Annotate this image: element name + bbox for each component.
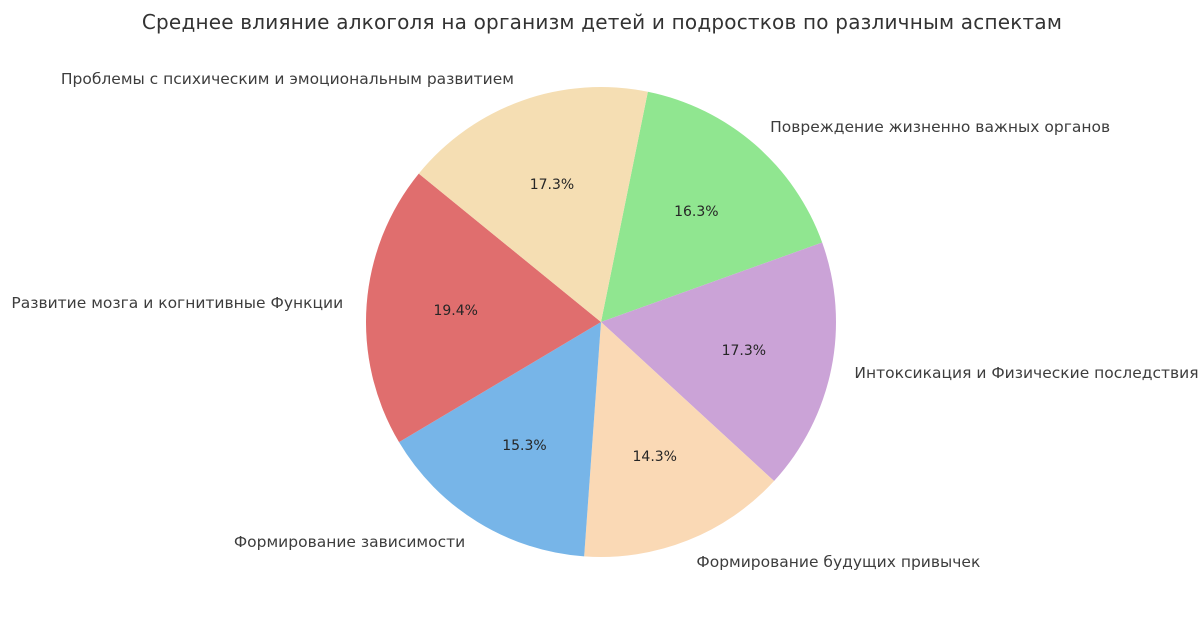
pie-slice-label-4: Развитие мозга и когнитивные Функции [11, 294, 344, 313]
chart-title: Среднее влияние алкоголя на организм дет… [141, 10, 1063, 34]
pie-slice-4 [365, 173, 601, 443]
pie-slice-1 [601, 242, 837, 482]
pie-slice-2 [584, 322, 775, 557]
pie-slice-label-0: Повреждение жизненно важных органов [770, 117, 1111, 136]
pie-slice-5 [418, 87, 648, 323]
pie-percent-label-4: 19.4% [433, 303, 478, 320]
pie-slice-0 [601, 91, 823, 322]
pie-percent-label-3: 15.3% [502, 437, 547, 454]
pie-percent-label-1: 17.3% [721, 342, 767, 359]
pie-slice-label-3: Формирование зависимости [233, 532, 466, 551]
pie-percent-label-0: 16.3% [674, 203, 719, 220]
pie-percent-label-5: 17.3% [529, 176, 575, 193]
pie-slice-label-2: Формирование будущих привычек [696, 553, 981, 572]
pie-percent-label-2: 14.3% [632, 449, 677, 466]
pie-slice-3 [399, 322, 601, 557]
pie-slice-label-1: Интоксикация и Физические последствия [854, 364, 1199, 383]
pie-slice-label-5: Проблемы с психическим и эмоциональным р… [60, 69, 514, 88]
